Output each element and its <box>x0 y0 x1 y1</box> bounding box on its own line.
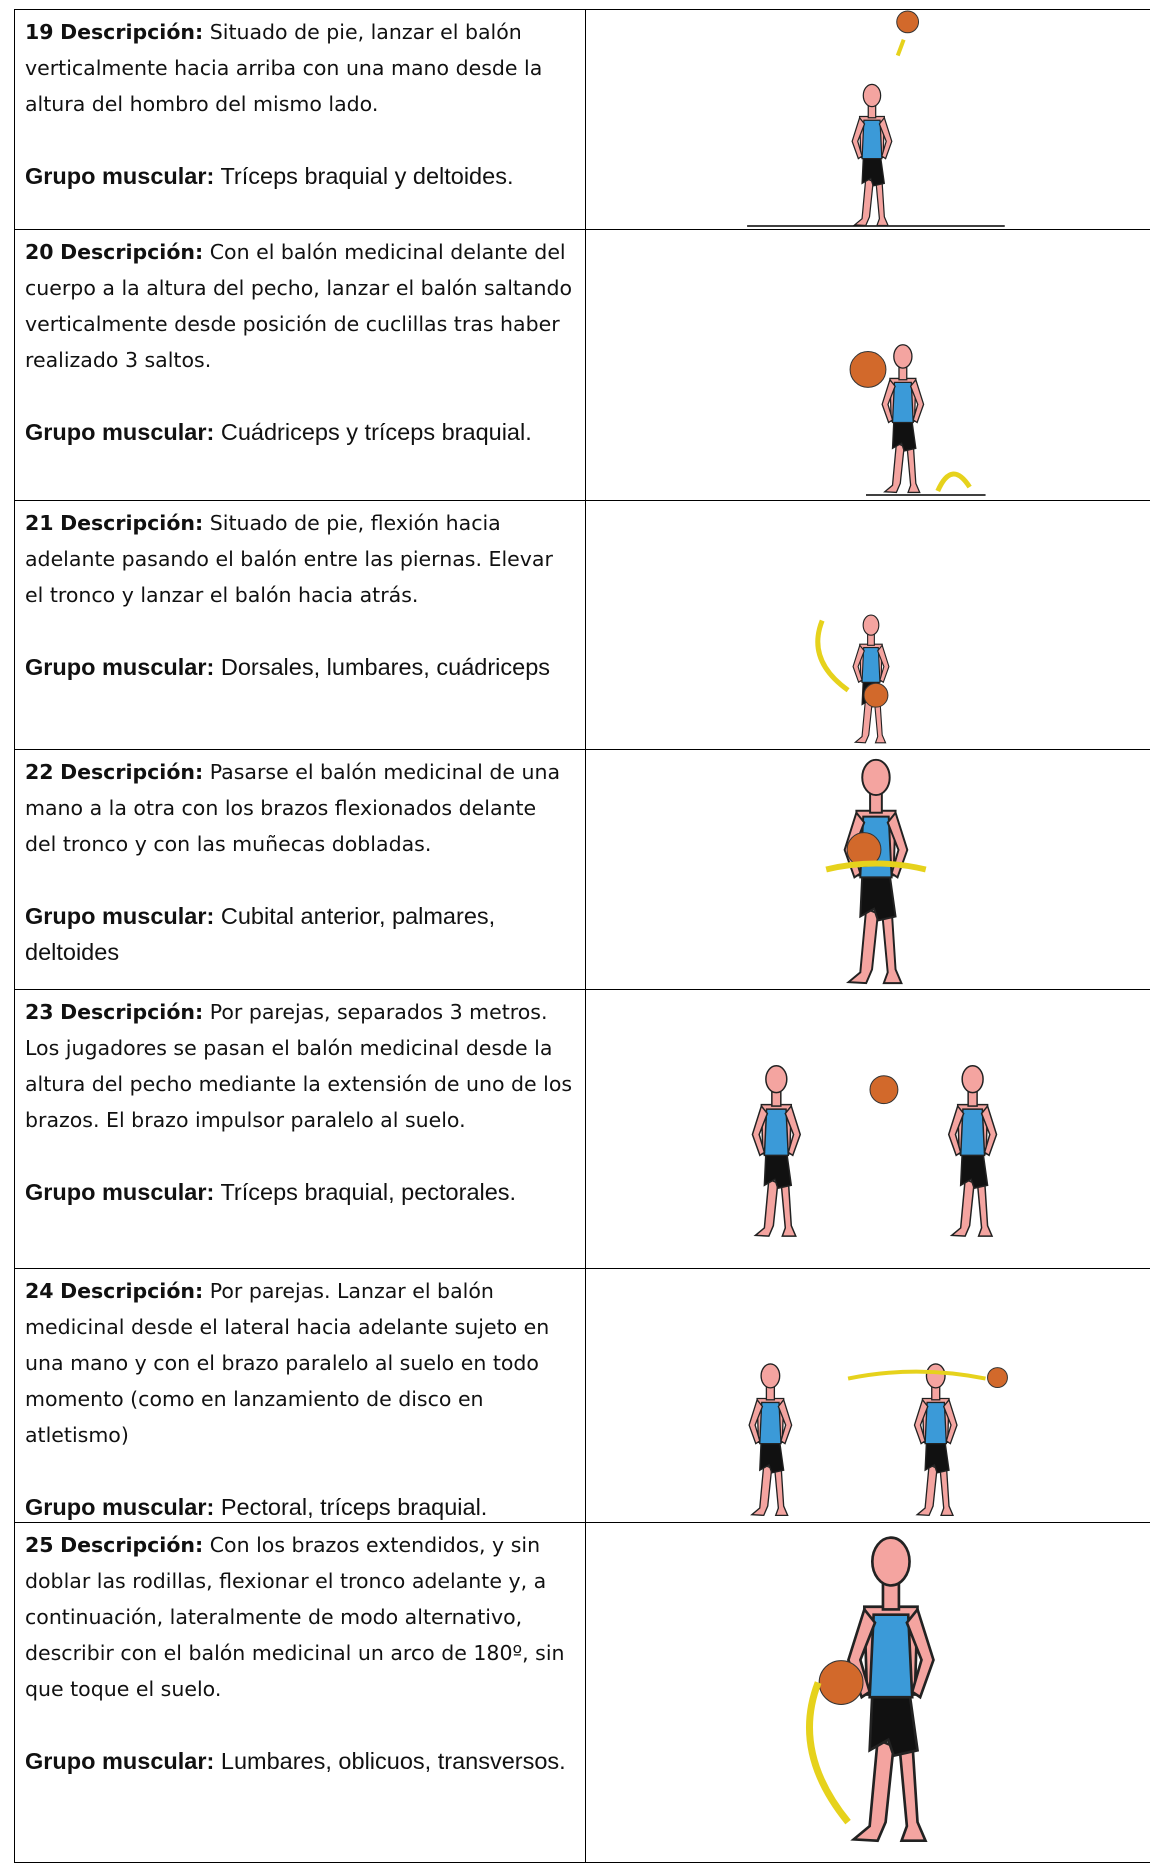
number: 23 <box>25 1000 54 1024</box>
text: Pasarse el balón medicinal de una mano a… <box>25 760 561 856</box>
muscle: Grupo muscular: Pectoral, tríceps braqui… <box>25 1489 573 1525</box>
label: Grupo muscular: <box>25 1494 215 1520</box>
figure <box>849 343 986 496</box>
text: Pectoral, tríceps braquial. <box>220 1494 488 1520</box>
figure <box>747 10 1005 227</box>
text: Por parejas, separados 3 metros. Los jug… <box>25 1000 573 1132</box>
exercise-row: 23 Descripción: Por parejas, separados 3… <box>14 990 1150 1269</box>
text: Con el balón medicinal delante del cuerp… <box>25 240 573 372</box>
muscle: Grupo muscular: Dorsales, lumbares, cuád… <box>25 649 573 685</box>
description: 22 Descripción: Pasarse el balón medicin… <box>25 754 573 862</box>
description: 25 Descripción: Con los brazos extendido… <box>25 1527 573 1707</box>
muscle: Grupo muscular: Tríceps braquial y delto… <box>25 158 573 194</box>
label: Grupo muscular: <box>25 419 215 445</box>
muscle: Grupo muscular: Cubital anterior, palmar… <box>25 898 573 970</box>
description: 23 Descripción: Por parejas, separados 3… <box>25 994 573 1138</box>
text: Tríceps braquial, pectorales. <box>220 1179 517 1205</box>
text-cell: 24 Descripción: Por parejas. Lanzar el b… <box>14 1269 586 1522</box>
label: Grupo muscular: <box>25 654 215 680</box>
text: Tríceps braquial y deltoides. <box>220 163 514 189</box>
text: Cubital anterior, palmares, deltoides <box>25 903 496 965</box>
exercise-row: 19 Descripción: Situado de pie, lanzar e… <box>14 9 1150 230</box>
description: 24 Descripción: Por parejas. Lanzar el b… <box>25 1273 573 1453</box>
illustration <box>586 501 1150 749</box>
exercise-row: 22 Descripción: Pasarse el balón medicin… <box>14 750 1150 990</box>
exercise-row: 20 Descripción: Con el balón medicinal d… <box>14 230 1150 501</box>
number: 21 <box>25 511 54 535</box>
number: 25 <box>25 1533 54 1557</box>
text-cell: 20 Descripción: Con el balón medicinal d… <box>14 230 586 500</box>
illustration <box>586 1269 1150 1522</box>
label: Descripción: <box>60 240 204 264</box>
figure <box>806 1535 936 1843</box>
illustration <box>586 750 1150 989</box>
description: 19 Descripción: Situado de pie, lanzar e… <box>25 14 573 122</box>
text-cell: 19 Descripción: Situado de pie, lanzar e… <box>14 10 586 229</box>
number: 20 <box>25 240 54 264</box>
label: Grupo muscular: <box>25 1748 215 1774</box>
number: 22 <box>25 760 54 784</box>
illustration <box>586 10 1150 229</box>
number: 19 <box>25 20 54 44</box>
muscle: Grupo muscular: Lumbares, oblicuos, tran… <box>25 1743 573 1779</box>
text: Dorsales, lumbares, cuádriceps <box>220 654 551 680</box>
label: Descripción: <box>60 1533 204 1557</box>
label: Descripción: <box>60 1000 204 1024</box>
muscle: Grupo muscular: Cuádriceps y tríceps bra… <box>25 414 573 450</box>
text: Situado de pie, lanzar el balón vertical… <box>25 20 543 116</box>
figure <box>825 758 927 985</box>
figure <box>815 614 890 744</box>
muscle: Grupo muscular: Tríceps braquial, pector… <box>25 1174 573 1210</box>
text: Situado de pie, flexión hacia adelante p… <box>25 511 553 607</box>
text: Por parejas. Lanzar el balón medicinal d… <box>25 1279 550 1447</box>
exercise-row: 25 Descripción: Con los brazos extendido… <box>14 1523 1150 1863</box>
figure <box>748 1362 1008 1517</box>
label: Grupo muscular: <box>25 903 215 929</box>
number: 24 <box>25 1279 54 1303</box>
illustration <box>586 990 1150 1268</box>
label: Grupo muscular: <box>25 1179 215 1205</box>
text-cell: 25 Descripción: Con los brazos extendido… <box>14 1523 586 1862</box>
text-cell: 22 Descripción: Pasarse el balón medicin… <box>14 750 586 989</box>
text-cell: 23 Descripción: Por parejas, separados 3… <box>14 990 586 1268</box>
illustration <box>586 1523 1150 1862</box>
illustration <box>586 230 1150 500</box>
description: 21 Descripción: Situado de pie, flexión … <box>25 505 573 613</box>
figure <box>751 1064 998 1238</box>
exercise-row: 24 Descripción: Por parejas. Lanzar el b… <box>14 1269 1150 1523</box>
label: Descripción: <box>60 760 204 784</box>
text-cell: 21 Descripción: Situado de pie, flexión … <box>14 501 586 749</box>
label: Grupo muscular: <box>25 163 215 189</box>
label: Descripción: <box>60 1279 204 1303</box>
label: Descripción: <box>60 20 204 44</box>
text: Lumbares, oblicuos, transversos. <box>220 1748 566 1774</box>
text: Cuádriceps y tríceps braquial. <box>220 419 532 445</box>
description: 20 Descripción: Con el balón medicinal d… <box>25 234 573 378</box>
label: Descripción: <box>60 511 204 535</box>
exercise-row: 21 Descripción: Situado de pie, flexión … <box>14 501 1150 750</box>
text: Con los brazos extendidos, y sin doblar … <box>25 1533 565 1701</box>
